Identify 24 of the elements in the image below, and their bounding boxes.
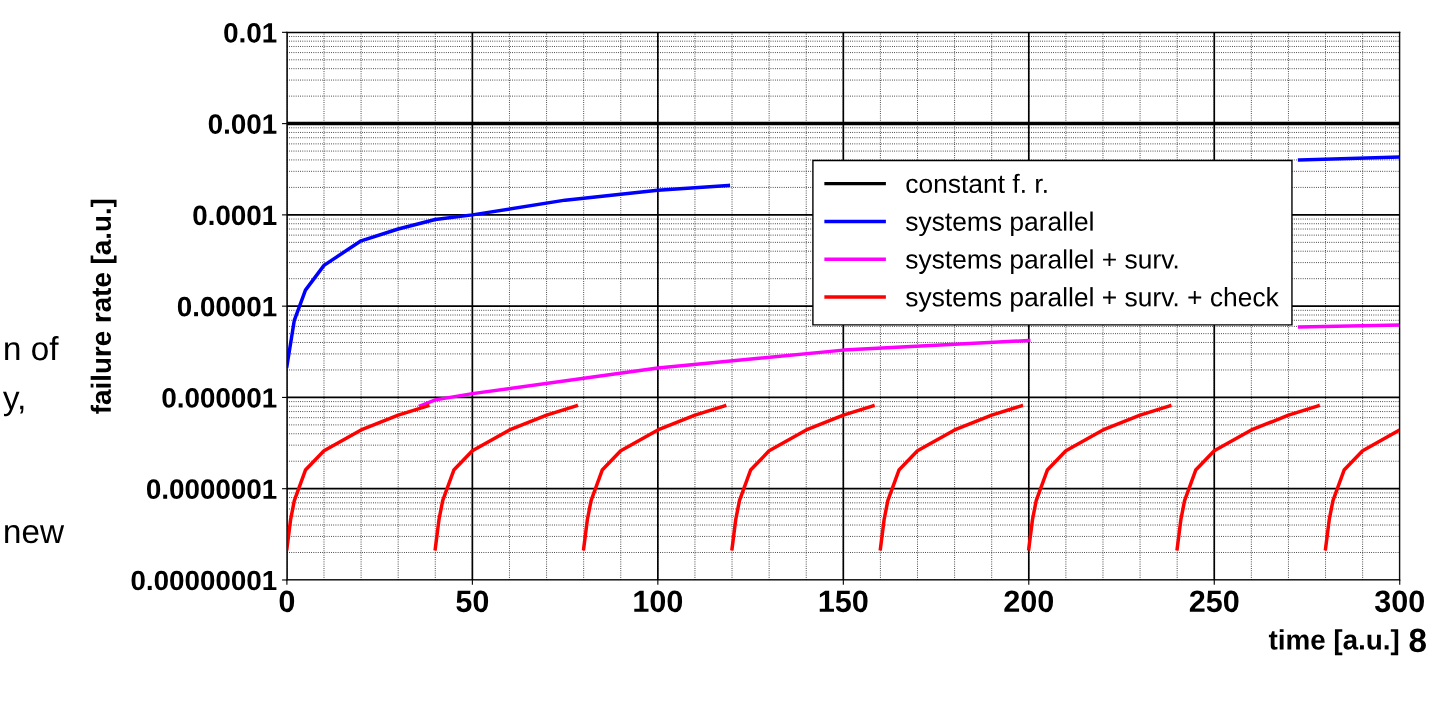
y-tick-label: 0.01 <box>224 23 277 43</box>
y-tick-label: 0.0000001 <box>146 479 277 500</box>
text: 8 <box>1409 628 1426 653</box>
legend-label: systems parallel <box>906 211 1093 237</box>
x-tick-label: 50 <box>456 590 489 613</box>
y-tick-label: 0.00001 <box>177 296 277 317</box>
x-tick-label: 0 <box>279 590 295 613</box>
y-tick-label: 0.000001 <box>162 388 277 408</box>
legend-label: systems parallel + surv. + check <box>906 287 1279 312</box>
text: y, <box>2 391 24 417</box>
x-tick-label: 300 <box>1374 590 1424 613</box>
y-tick-label: 0.001 <box>208 114 277 134</box>
text: n of <box>5 336 59 361</box>
legend-label: systems parallel + surv. <box>906 249 1178 274</box>
x-tick-label: 150 <box>819 590 868 613</box>
x-tick-label: 200 <box>1004 590 1054 613</box>
text: new <box>5 524 65 544</box>
x-axis-title: time [a.u.] <box>1268 629 1399 656</box>
x-tick-label: 100 <box>634 590 683 613</box>
y-tick-label: 0.0001 <box>193 205 277 226</box>
x-tick-label: 250 <box>1189 590 1239 613</box>
y-axis-title: failure rate [a.u.] <box>90 199 117 414</box>
legend-label: constant f. r. <box>906 173 1047 194</box>
y-tick-label: 0.00000001 <box>131 570 277 591</box>
